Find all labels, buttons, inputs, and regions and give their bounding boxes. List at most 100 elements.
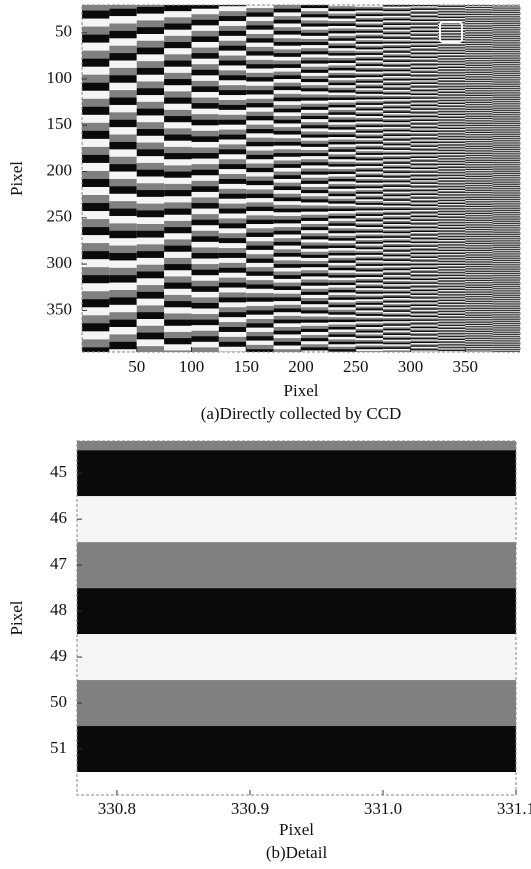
stripe: [465, 330, 493, 332]
stripe: [355, 219, 384, 222]
stripe: [437, 178, 466, 181]
stripe: [492, 247, 520, 249]
stripe: [492, 53, 520, 55]
stripe: [301, 211, 329, 216]
stripe: [328, 50, 356, 54]
stripe: [492, 347, 520, 349]
stripe: [492, 334, 520, 336]
stripe: [465, 22, 493, 24]
stripe: [273, 130, 301, 135]
stripe: [492, 344, 520, 346]
stripe: [328, 95, 356, 98]
stripe: [437, 236, 466, 238]
stripe: [492, 58, 520, 59]
stripe: [492, 294, 520, 296]
stripe: [492, 8, 520, 10]
stripe: [465, 223, 493, 225]
stripe: [328, 225, 356, 229]
stripe: [109, 252, 137, 261]
stripe: [492, 109, 520, 111]
stripe: [328, 285, 356, 288]
stripe: [410, 217, 438, 219]
stripe: [301, 331, 329, 336]
stripe: [492, 183, 520, 185]
stripe: [355, 286, 384, 289]
stripe: [437, 277, 466, 280]
stripe: [246, 133, 274, 138]
stripe: [410, 12, 438, 14]
stripe: [246, 124, 274, 130]
stripe: [492, 94, 520, 96]
stripe: [465, 254, 493, 256]
stripe: [410, 75, 438, 77]
stripe: [383, 173, 411, 175]
stripe: [383, 222, 411, 225]
stripe: [492, 28, 520, 30]
stripe: [465, 322, 493, 324]
stripe: [492, 174, 520, 176]
stripe: [383, 223, 411, 226]
stripe: [355, 123, 384, 126]
stripe: [328, 196, 356, 200]
stripe: [492, 91, 520, 93]
stripe: [437, 206, 466, 208]
stripe: [465, 318, 493, 320]
stripe: [437, 110, 466, 112]
stripe: [410, 192, 438, 195]
stripe: [355, 136, 384, 139]
stripe: [246, 103, 274, 108]
stripe: [136, 61, 165, 69]
stripe: [164, 91, 192, 98]
stripe: [492, 316, 520, 318]
stripe: [492, 180, 520, 182]
stripe: [273, 175, 301, 180]
stripe: [410, 240, 438, 243]
stripe: [191, 136, 219, 143]
stripe: [492, 204, 520, 206]
stripe: [465, 33, 493, 35]
stripe: [191, 5, 219, 10]
stripe: [492, 172, 520, 174]
stripe: [383, 112, 411, 115]
stripe: [437, 197, 466, 199]
stripe: [383, 66, 411, 69]
stripe: [437, 18, 466, 21]
stripe: [492, 25, 520, 27]
stripe: [82, 18, 110, 27]
stripe: [437, 13, 466, 15]
stripe: [492, 288, 520, 290]
stripe: [164, 220, 192, 228]
stripe: [492, 18, 520, 20]
stripe: [437, 303, 466, 306]
stripe: [328, 250, 356, 254]
stripe: [492, 193, 520, 195]
stripe: [410, 331, 438, 334]
stripe: [465, 258, 493, 260]
stripe: [492, 291, 520, 293]
stripe: [465, 35, 493, 37]
stripe: [465, 200, 493, 202]
stripe: [410, 30, 438, 33]
stripe: [465, 159, 493, 162]
stripe: [492, 176, 520, 178]
stripe: [410, 45, 438, 48]
stripe: [492, 329, 520, 331]
stripe: [273, 141, 301, 146]
stripe: [465, 331, 493, 334]
stripe: [355, 47, 384, 50]
stripe: [328, 280, 356, 283]
stripe: [492, 254, 520, 256]
stripe: [492, 289, 520, 291]
stripe: [492, 64, 520, 66]
stripe: [410, 335, 438, 338]
stripe: [383, 125, 411, 128]
stripe: [465, 349, 493, 351]
stripe: [437, 159, 466, 161]
stripe: [492, 136, 520, 138]
stripe: [410, 160, 438, 162]
stripe: [465, 289, 493, 291]
stripe: [410, 165, 438, 167]
stripe: [164, 103, 192, 111]
stripe: [218, 277, 247, 283]
stripe: [383, 188, 411, 191]
